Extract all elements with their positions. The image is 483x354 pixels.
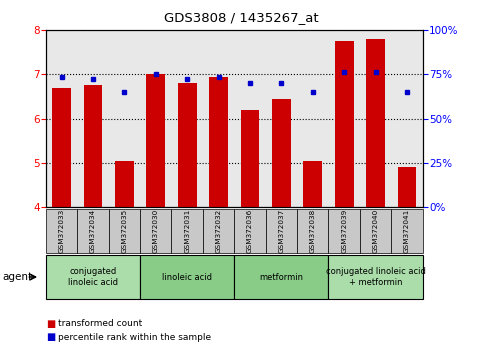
Text: GSM372035: GSM372035 [121,209,128,253]
Text: conjugated linoleic acid
+ metformin: conjugated linoleic acid + metformin [326,267,426,287]
Text: GSM372032: GSM372032 [215,209,222,253]
Text: GDS3808 / 1435267_at: GDS3808 / 1435267_at [164,11,319,24]
Bar [115,161,134,207]
Text: GSM372036: GSM372036 [247,209,253,253]
Bar [84,85,102,207]
Text: GSM372031: GSM372031 [184,209,190,253]
Bar [178,83,197,207]
Bar [209,76,228,207]
Bar [335,41,354,207]
Text: GSM372038: GSM372038 [310,209,316,253]
Text: GSM372030: GSM372030 [153,209,159,253]
Bar [303,161,322,207]
Text: GSM372034: GSM372034 [90,209,96,253]
Bar [272,99,291,207]
Text: GSM372041: GSM372041 [404,209,410,253]
Text: agent: agent [2,272,32,282]
Bar [366,39,385,207]
Text: GSM372039: GSM372039 [341,209,347,253]
Bar [52,88,71,207]
Bar [398,167,416,207]
Text: GSM372037: GSM372037 [278,209,284,253]
Text: ■: ■ [46,319,55,329]
Text: percentile rank within the sample: percentile rank within the sample [58,332,211,342]
Text: GSM372033: GSM372033 [58,209,65,253]
Bar [241,110,259,207]
Text: conjugated
linoleic acid: conjugated linoleic acid [68,267,118,287]
Text: ■: ■ [46,332,55,342]
Text: linoleic acid: linoleic acid [162,273,212,281]
Text: metformin: metformin [259,273,303,281]
Text: transformed count: transformed count [58,319,142,329]
Bar [146,74,165,207]
Text: GSM372040: GSM372040 [372,209,379,253]
